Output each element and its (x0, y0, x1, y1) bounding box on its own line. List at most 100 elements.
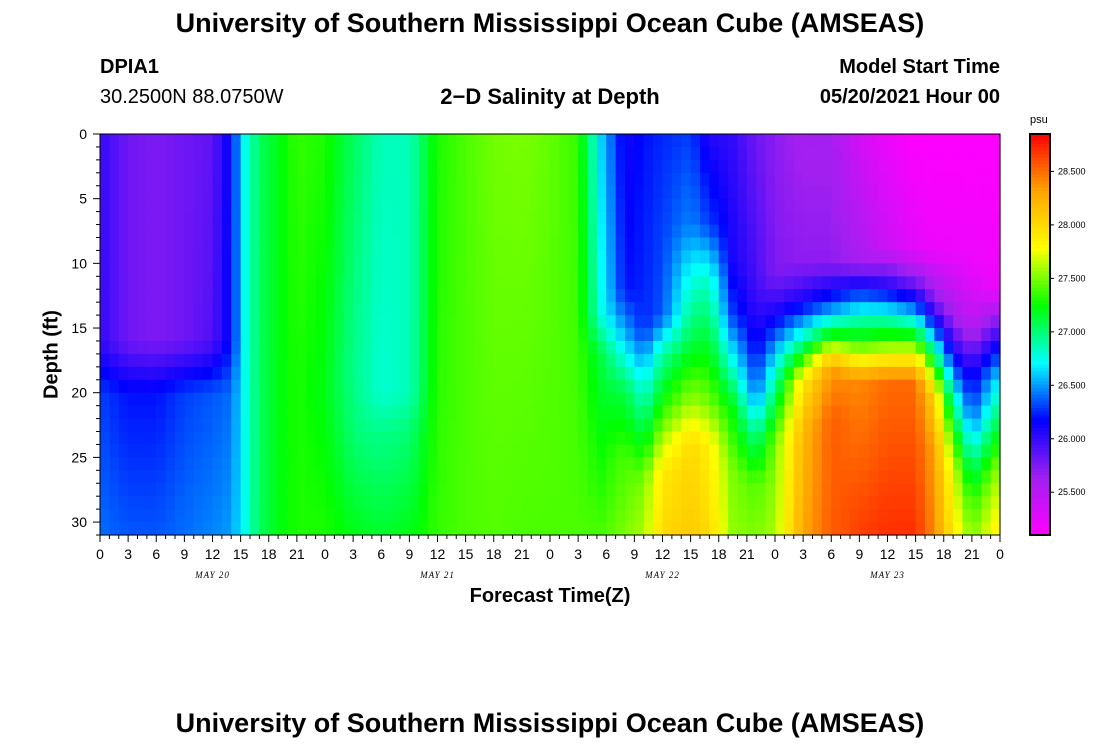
y-tick-label: 25 (71, 449, 87, 465)
heatmap-cell (709, 366, 720, 381)
date-label: MAY 23 (869, 570, 905, 580)
heatmap-cell (100, 353, 110, 368)
heatmap-cell (334, 185, 345, 200)
heatmap-cell (962, 405, 973, 420)
heatmap-cell (925, 172, 935, 187)
heatmap-cell (831, 224, 842, 239)
heatmap-cell (550, 379, 560, 394)
heatmap-cell (578, 289, 589, 303)
heatmap-cell (765, 172, 776, 187)
heatmap-cell (100, 405, 110, 420)
heatmap-cell (343, 185, 354, 200)
heatmap-cell (362, 392, 373, 407)
heatmap-cell (962, 328, 973, 342)
heatmap-cell (653, 522, 664, 536)
heatmap-cell (784, 470, 795, 484)
heatmap-cell (493, 250, 504, 264)
heatmap-cell (915, 276, 926, 290)
heatmap-cell (221, 392, 232, 407)
heatmap-cell (128, 509, 139, 523)
heatmap-cell (775, 483, 785, 497)
heatmap-cell (596, 418, 607, 433)
heatmap-cell (934, 315, 945, 329)
heatmap-cell (896, 405, 907, 420)
heatmap-cell (625, 276, 635, 290)
heatmap-cell (128, 483, 139, 497)
heatmap-cell (512, 302, 523, 316)
heatmap-cell (784, 134, 795, 148)
heatmap-cell (981, 315, 992, 329)
heatmap-cell (765, 444, 776, 458)
heatmap-cell (962, 198, 973, 213)
heatmap-cell (812, 444, 823, 458)
heatmap-cell (240, 522, 251, 536)
heatmap-cell (418, 366, 429, 381)
heatmap-cell (756, 276, 767, 290)
heatmap-cell (240, 379, 251, 394)
heatmap-cell (981, 172, 992, 187)
heatmap-cell (446, 522, 457, 536)
heatmap-cell (803, 340, 814, 355)
heatmap-cell (775, 353, 785, 368)
heatmap-cell (737, 289, 748, 303)
heatmap-cell (259, 159, 270, 174)
heatmap-cell (128, 470, 139, 484)
heatmap-cell (568, 328, 579, 342)
heatmap-cell (334, 496, 345, 510)
heatmap-cell (671, 522, 682, 536)
heatmap-cell (259, 211, 270, 226)
heatmap-cell (540, 302, 551, 316)
colorbar-segment (1030, 311, 1050, 316)
heatmap-cell (390, 392, 401, 407)
heatmap-cell (184, 379, 195, 394)
colorbar-segment (1030, 207, 1050, 212)
heatmap-cell (906, 328, 917, 342)
heatmap-cell (625, 444, 635, 458)
heatmap-cell (353, 250, 364, 264)
heatmap-cell (643, 185, 654, 200)
heatmap-cell (578, 250, 589, 264)
heatmap-cell (709, 134, 720, 148)
heatmap-cell (850, 379, 860, 394)
heatmap-cell (981, 522, 992, 536)
heatmap-cell (812, 353, 823, 368)
heatmap-cell (953, 263, 964, 277)
heatmap-cell (193, 211, 204, 226)
heatmap-cell (315, 470, 326, 484)
heatmap-cell (578, 431, 589, 446)
heatmap-cell (906, 185, 917, 200)
heatmap-cell (803, 276, 814, 290)
colorbar-segment (1030, 484, 1050, 489)
heatmap-cell (343, 457, 354, 471)
colorbar-segment (1030, 240, 1050, 245)
heatmap-cell (231, 405, 242, 420)
heatmap-cell (521, 134, 532, 148)
x-tick-label: 0 (771, 546, 779, 562)
heatmap-cell (221, 340, 232, 355)
heatmap-cell (212, 405, 223, 420)
heatmap-cell (643, 198, 654, 213)
heatmap-cell (371, 405, 382, 420)
heatmap-cell (559, 224, 570, 239)
heatmap-cell (343, 224, 354, 239)
colorbar-segment (1030, 281, 1050, 285)
colorbar-segment (1030, 271, 1050, 275)
heatmap-cell (568, 159, 579, 174)
heatmap-cell (878, 172, 889, 187)
colorbar-segment (1030, 187, 1050, 192)
heatmap-cell (409, 328, 420, 342)
heatmap-cell (962, 250, 973, 264)
heatmap-cell (606, 315, 617, 329)
heatmap-cell (221, 237, 232, 252)
heatmap-cell (465, 340, 476, 355)
heatmap-cell (437, 457, 448, 471)
heatmap-cell (878, 211, 889, 226)
heatmap-cell (953, 224, 964, 239)
heatmap-cell (531, 392, 542, 407)
heatmap-cell (437, 315, 448, 329)
heatmap-cell (456, 315, 467, 329)
heatmap-cell (606, 340, 617, 355)
heatmap-cell (700, 211, 710, 226)
heatmap-cell (409, 250, 420, 264)
heatmap-cell (850, 457, 860, 471)
